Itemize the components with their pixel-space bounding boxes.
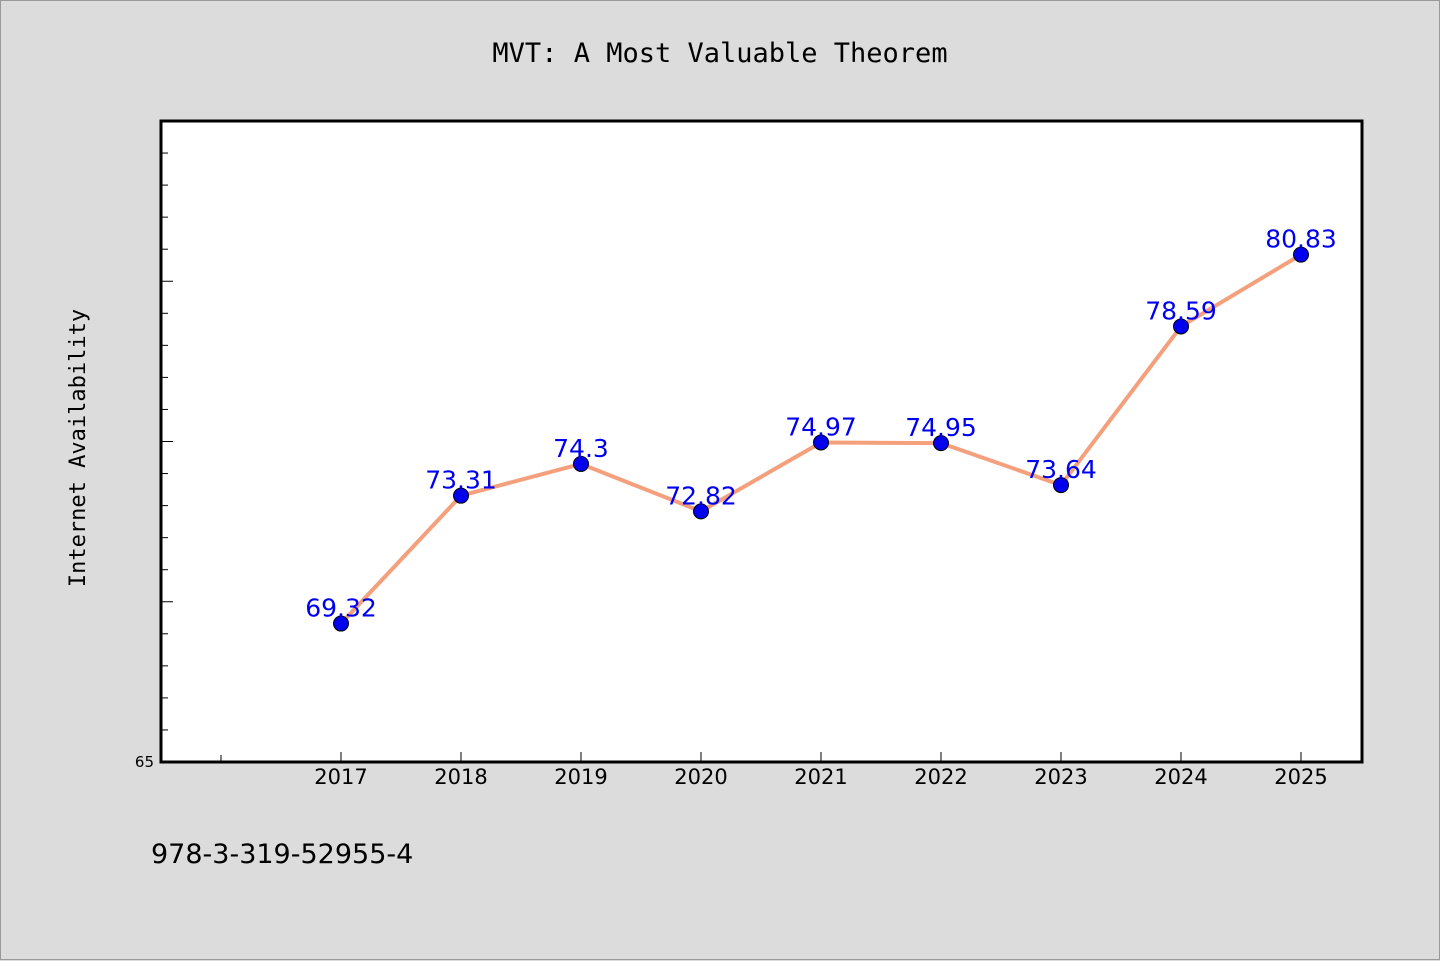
- data-series: 69.32 73.31 74.3 72.82 74.97 74.95 73.64 78.59 8…: [305, 225, 1337, 632]
- data-label: 74.95: [905, 413, 977, 442]
- x-tick-label: 2017: [314, 765, 367, 789]
- x-tick-label: 2021: [794, 765, 847, 789]
- x-tick-label: 2018: [434, 765, 487, 789]
- data-point: [1053, 477, 1069, 494]
- data-label: 73.31: [425, 466, 497, 495]
- data-label: 78.59: [1145, 296, 1217, 325]
- data-label: 80.83: [1265, 225, 1337, 254]
- chart-title: MVT: A Most Valuable Theorem: [492, 38, 947, 69]
- x-tick-label: 2020: [674, 765, 727, 789]
- x-tick-label: 2024: [1154, 765, 1207, 789]
- data-point: [693, 503, 709, 520]
- data-point: [453, 487, 469, 504]
- data-point: [933, 435, 949, 452]
- plot-area: [159, 119, 1364, 764]
- data-point: [333, 615, 349, 632]
- y-tick-label: 65: [135, 753, 154, 771]
- x-axis-ticks: 2017 2018 2019 2020 2021 2022 2023 2024 2025: [220, 752, 1328, 789]
- x-tick-label: 2025: [1274, 765, 1327, 789]
- data-label: 69.32: [305, 594, 377, 623]
- data-label: 74.97: [785, 412, 857, 441]
- y-axis-label: Internet Availability: [66, 309, 91, 587]
- data-point: [573, 455, 589, 472]
- data-label: 73.64: [1025, 455, 1097, 484]
- data-label: 72.82: [665, 481, 737, 510]
- x-tick-label: 2022: [914, 765, 967, 789]
- data-point: [813, 434, 829, 451]
- isbn-text: 978-3-319-52955-4: [151, 839, 413, 870]
- x-tick-label: 2023: [1034, 765, 1087, 789]
- data-point: [1293, 246, 1309, 263]
- data-point: [1173, 318, 1189, 335]
- data-label: 74.3: [553, 434, 609, 463]
- y-axis-ticks: 65: [135, 120, 173, 771]
- x-tick-label: 2019: [554, 765, 607, 789]
